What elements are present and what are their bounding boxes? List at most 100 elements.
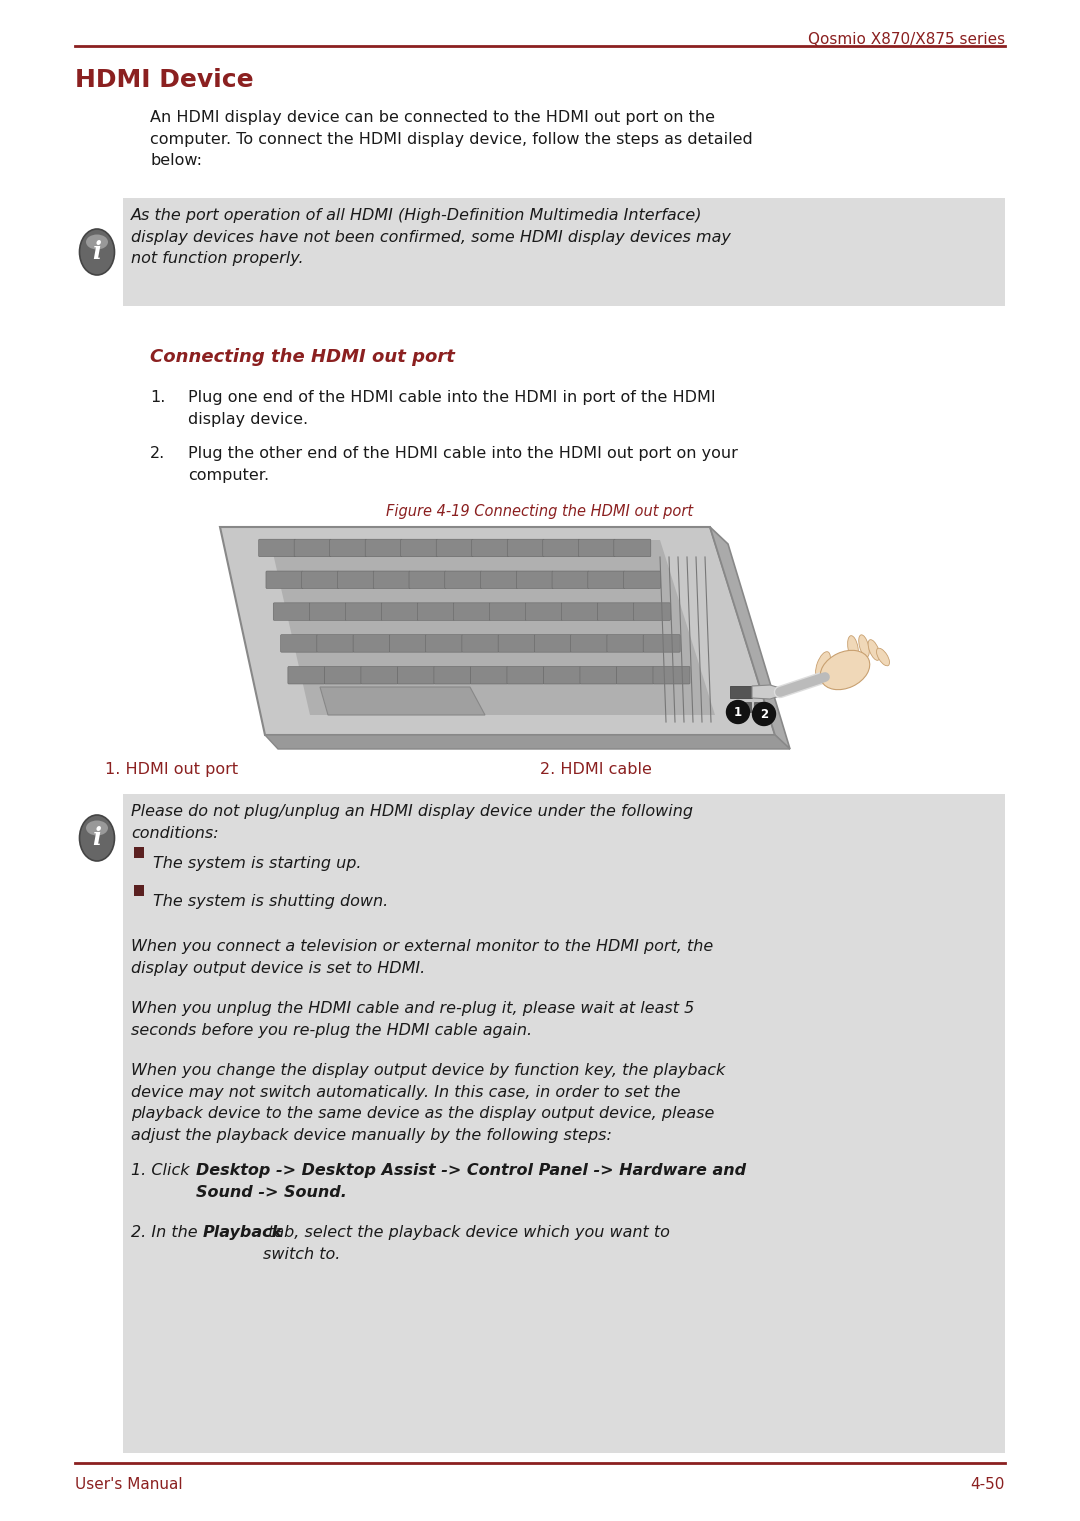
Circle shape	[753, 703, 775, 726]
FancyBboxPatch shape	[329, 540, 367, 557]
FancyBboxPatch shape	[580, 666, 617, 684]
Text: 2. HDMI cable: 2. HDMI cable	[540, 762, 652, 777]
Text: Playback: Playback	[203, 1224, 283, 1240]
FancyBboxPatch shape	[489, 602, 526, 621]
Text: User's Manual: User's Manual	[75, 1477, 183, 1492]
FancyBboxPatch shape	[281, 634, 318, 653]
Text: When you connect a television or external monitor to the HDMI port, the
display : When you connect a television or externa…	[131, 938, 713, 975]
Text: 1. HDMI out port: 1. HDMI out port	[105, 762, 238, 777]
Text: Connecting the HDMI out port: Connecting the HDMI out port	[150, 348, 455, 367]
FancyBboxPatch shape	[445, 570, 482, 589]
Text: tab, select the playback device which you want to
switch to.: tab, select the playback device which yo…	[264, 1224, 670, 1261]
Text: As the port operation of all HDMI (High-Definition Multimedia Interface)
display: As the port operation of all HDMI (High-…	[131, 208, 731, 266]
Ellipse shape	[868, 640, 880, 660]
Text: 1.: 1.	[150, 389, 165, 405]
FancyBboxPatch shape	[454, 602, 490, 621]
FancyBboxPatch shape	[294, 540, 332, 557]
Ellipse shape	[86, 820, 108, 835]
FancyBboxPatch shape	[288, 666, 325, 684]
FancyBboxPatch shape	[525, 602, 563, 621]
Text: The system is starting up.: The system is starting up.	[153, 856, 362, 872]
FancyBboxPatch shape	[266, 570, 303, 589]
FancyBboxPatch shape	[552, 570, 589, 589]
Text: Figure 4-19 Connecting the HDMI out port: Figure 4-19 Connecting the HDMI out port	[387, 503, 693, 519]
Circle shape	[727, 701, 750, 724]
Ellipse shape	[877, 648, 890, 666]
FancyBboxPatch shape	[730, 703, 739, 712]
Text: Qosmio X870/X875 series: Qosmio X870/X875 series	[808, 32, 1005, 47]
FancyBboxPatch shape	[361, 666, 397, 684]
FancyBboxPatch shape	[730, 686, 752, 698]
FancyBboxPatch shape	[381, 602, 418, 621]
FancyBboxPatch shape	[508, 540, 544, 557]
Text: An HDMI display device can be connected to the HDMI out port on the
computer. To: An HDMI display device can be connected …	[150, 110, 753, 169]
FancyBboxPatch shape	[562, 602, 598, 621]
FancyBboxPatch shape	[397, 666, 434, 684]
FancyBboxPatch shape	[462, 634, 499, 653]
FancyBboxPatch shape	[588, 570, 625, 589]
FancyBboxPatch shape	[653, 666, 690, 684]
Text: 1. Click: 1. Click	[131, 1164, 194, 1177]
Bar	[134, 885, 144, 896]
FancyBboxPatch shape	[754, 703, 762, 712]
Bar	[134, 847, 144, 858]
FancyBboxPatch shape	[353, 634, 390, 653]
FancyBboxPatch shape	[607, 634, 644, 653]
Text: Please do not plug/unplug an HDMI display device under the following
conditions:: Please do not plug/unplug an HDMI displa…	[131, 805, 693, 841]
FancyBboxPatch shape	[390, 634, 427, 653]
Text: 2. In the: 2. In the	[131, 1224, 203, 1240]
FancyBboxPatch shape	[613, 540, 651, 557]
Polygon shape	[710, 526, 789, 748]
FancyBboxPatch shape	[324, 666, 362, 684]
FancyBboxPatch shape	[365, 540, 402, 557]
FancyBboxPatch shape	[258, 540, 296, 557]
Polygon shape	[270, 540, 715, 715]
FancyBboxPatch shape	[309, 602, 347, 621]
FancyBboxPatch shape	[426, 634, 462, 653]
Text: 4-50: 4-50	[971, 1477, 1005, 1492]
FancyBboxPatch shape	[617, 666, 653, 684]
Ellipse shape	[80, 230, 114, 275]
FancyBboxPatch shape	[346, 602, 382, 621]
Text: Desktop -> Desktop Assist -> Control Panel -> Hardware and
Sound -> Sound.: Desktop -> Desktop Assist -> Control Pan…	[195, 1164, 746, 1200]
FancyBboxPatch shape	[472, 540, 509, 557]
Text: The system is shutting down.: The system is shutting down.	[153, 894, 388, 910]
Ellipse shape	[86, 234, 108, 249]
FancyBboxPatch shape	[417, 602, 455, 621]
Text: i: i	[93, 240, 102, 265]
Polygon shape	[320, 687, 485, 715]
FancyBboxPatch shape	[570, 634, 608, 653]
FancyBboxPatch shape	[578, 540, 616, 557]
Polygon shape	[265, 735, 789, 748]
FancyBboxPatch shape	[644, 634, 680, 653]
FancyBboxPatch shape	[516, 570, 553, 589]
FancyBboxPatch shape	[507, 666, 544, 684]
FancyBboxPatch shape	[481, 570, 517, 589]
FancyBboxPatch shape	[273, 602, 310, 621]
FancyBboxPatch shape	[471, 666, 508, 684]
Text: When you change the display output device by function key, the playback
device m: When you change the display output devic…	[131, 1063, 726, 1142]
Text: 2.: 2.	[150, 446, 165, 461]
Ellipse shape	[815, 651, 831, 678]
Text: 1: 1	[734, 706, 742, 718]
FancyBboxPatch shape	[543, 666, 580, 684]
Polygon shape	[752, 684, 780, 700]
FancyBboxPatch shape	[498, 634, 535, 653]
FancyBboxPatch shape	[374, 570, 410, 589]
FancyBboxPatch shape	[337, 570, 375, 589]
FancyBboxPatch shape	[742, 703, 751, 712]
FancyBboxPatch shape	[436, 540, 473, 557]
Text: Plug the other end of the HDMI cable into the HDMI out port on your
computer.: Plug the other end of the HDMI cable int…	[188, 446, 738, 482]
FancyBboxPatch shape	[597, 602, 634, 621]
Text: When you unplug the HDMI cable and re-plug it, please wait at least 5
seconds be: When you unplug the HDMI cable and re-pl…	[131, 1001, 694, 1037]
FancyBboxPatch shape	[316, 634, 354, 653]
FancyBboxPatch shape	[434, 666, 471, 684]
Text: Plug one end of the HDMI cable into the HDMI in port of the HDMI
display device.: Plug one end of the HDMI cable into the …	[188, 389, 716, 426]
FancyBboxPatch shape	[633, 602, 671, 621]
Ellipse shape	[820, 651, 869, 689]
FancyBboxPatch shape	[543, 540, 580, 557]
FancyBboxPatch shape	[409, 570, 446, 589]
Ellipse shape	[859, 634, 869, 657]
Polygon shape	[220, 526, 775, 735]
Text: HDMI Device: HDMI Device	[75, 68, 254, 91]
